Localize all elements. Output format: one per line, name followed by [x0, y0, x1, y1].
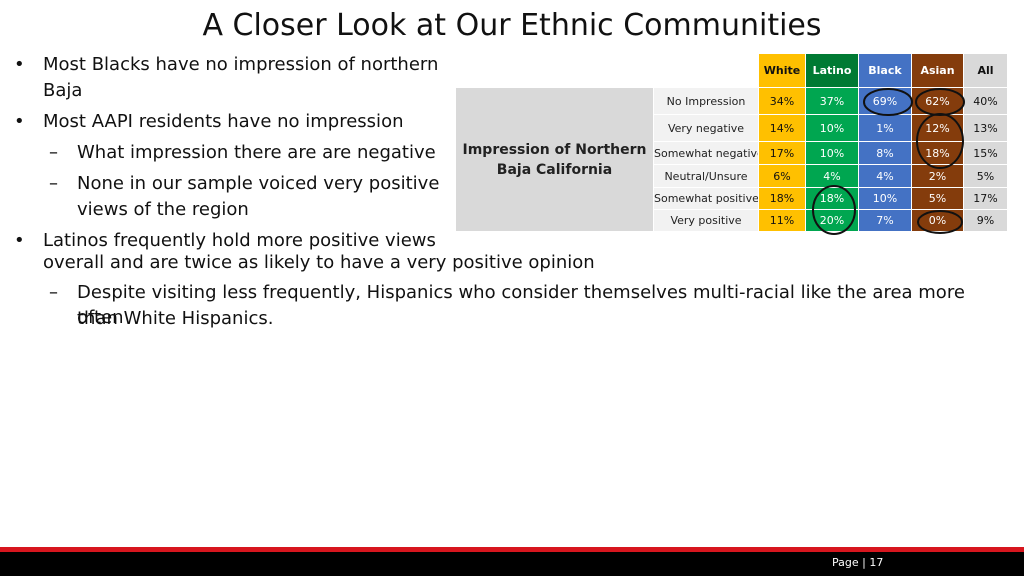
impression-table: White Latino Black Asian All Impression …: [455, 53, 1008, 232]
bullet-marker: •: [14, 54, 25, 75]
cell-asian: 2%: [911, 164, 964, 188]
cell-black: 4%: [858, 164, 912, 188]
page-number: Page | 17: [832, 556, 884, 569]
cell-white: 18%: [758, 187, 806, 210]
row-label: Somewhat negative: [653, 141, 759, 165]
slide-title: A Closer Look at Our Ethnic Communities: [202, 8, 822, 43]
cell-all: 17%: [963, 187, 1008, 210]
sub-bullet-multiracial-line2: than White Hispanics.: [77, 308, 274, 329]
sub-bullet-positive-line1: None in our sample voiced very positive: [77, 173, 440, 194]
bullet-aapi: Most AAPI residents have no impression: [43, 111, 404, 132]
sub-bullet-marker: –: [49, 173, 58, 194]
cell-white: 17%: [758, 141, 806, 165]
sub-bullet-negative: What impression there are are negative: [77, 142, 436, 163]
footer-accent-bar: [0, 547, 1024, 552]
sub-bullet-multiracial-line1: Despite visiting less frequently, Hispan…: [77, 282, 965, 328]
row-label: Somewhat positive: [653, 187, 759, 210]
cell-latino: 18%: [805, 187, 859, 210]
row-label: Neutral/Unsure: [653, 164, 759, 188]
cell-black: 8%: [858, 141, 912, 165]
bullet-latinos-line1: Latinos frequently hold more positive vi…: [43, 230, 436, 251]
bullet-blacks-line2: Baja: [43, 80, 83, 101]
cell-asian: 62%: [911, 87, 964, 115]
col-header-latino: Latino: [805, 53, 859, 88]
table-header-row: White Latino Black Asian All: [455, 53, 1008, 88]
header-spacer: [653, 53, 759, 88]
cell-black: 1%: [858, 114, 912, 142]
row-label: No Impression: [653, 87, 759, 115]
bullet-latinos-line2: overall and are twice as likely to have …: [43, 252, 595, 273]
cell-asian: 12%: [911, 114, 964, 142]
bullet-marker: •: [14, 230, 25, 251]
col-header-all: All: [963, 53, 1008, 88]
sub-bullet-positive-line2: views of the region: [77, 199, 249, 220]
bullet-blacks-line1: Most Blacks have no impression of northe…: [43, 54, 439, 75]
cell-latino: 37%: [805, 87, 859, 115]
cell-asian: 18%: [911, 141, 964, 165]
col-header-asian: Asian: [911, 53, 964, 88]
cell-black: 69%: [858, 87, 912, 115]
cell-latino: 10%: [805, 114, 859, 142]
row-label: Very positive: [653, 209, 759, 232]
cell-latino: 4%: [805, 164, 859, 188]
cell-black: 7%: [858, 209, 912, 232]
cell-white: 6%: [758, 164, 806, 188]
col-header-black: Black: [858, 53, 912, 88]
cell-white: 34%: [758, 87, 806, 115]
sub-bullet-marker: –: [49, 282, 58, 303]
cell-latino: 10%: [805, 141, 859, 165]
sub-bullet-marker: –: [49, 142, 58, 163]
cell-all: 13%: [963, 114, 1008, 142]
header-spacer: [455, 53, 654, 88]
row-group-label: Impression of Northern Baja California: [455, 87, 654, 232]
cell-all: 5%: [963, 164, 1008, 188]
cell-white: 14%: [758, 114, 806, 142]
cell-black: 10%: [858, 187, 912, 210]
table-row: Impression of Northern Baja California N…: [455, 87, 1008, 232]
table-row: Neutral/Unsure 6% 4% 4% 2% 5%: [456, 164, 1008, 188]
footer-bar: [0, 552, 1024, 576]
cell-all: 15%: [963, 141, 1008, 165]
row-label: Very negative: [653, 114, 759, 142]
cell-asian: 0%: [911, 209, 964, 232]
bullet-marker: •: [14, 111, 25, 132]
cell-asian: 5%: [911, 187, 964, 210]
cell-all: 9%: [963, 209, 1008, 232]
impression-table-container: White Latino Black Asian All Impression …: [455, 53, 1008, 233]
cell-white: 11%: [758, 209, 806, 232]
cell-all: 40%: [963, 87, 1008, 115]
cell-latino: 20%: [805, 209, 859, 232]
col-header-white: White: [758, 53, 806, 88]
